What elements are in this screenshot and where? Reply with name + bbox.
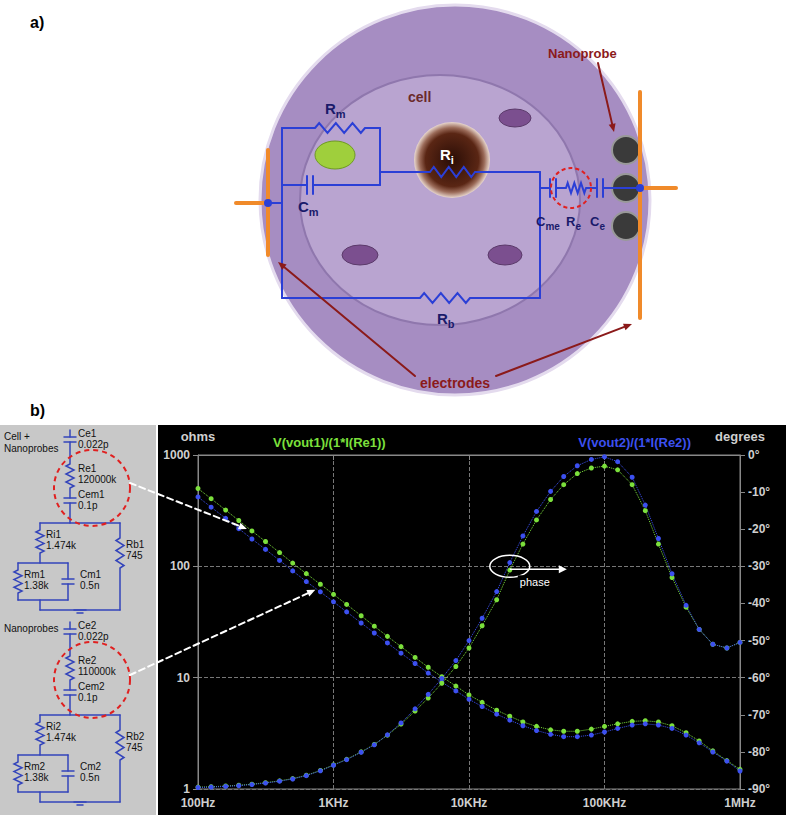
svg-text:-40°: -40° [748,596,770,610]
svg-text:10KHz: 10KHz [451,796,488,810]
svg-text:phase: phase [520,576,550,588]
svg-text:745: 745 [126,742,143,753]
svg-text:a): a) [30,14,44,31]
svg-text:1.38k: 1.38k [24,772,49,783]
svg-text:1: 1 [183,782,190,796]
svg-text:-80°: -80° [748,745,770,759]
svg-text:Nanoprobes: Nanoprobes [4,443,58,454]
svg-text:0.1p: 0.1p [78,500,98,511]
svg-text:Rb2: Rb2 [126,731,145,742]
svg-text:ohms: ohms [181,429,216,444]
svg-text:V(vout2)/(1*I(Re2)): V(vout2)/(1*I(Re2)) [578,435,691,450]
svg-text:Nanoprobes: Nanoprobes [4,623,58,634]
svg-text:Cell +: Cell + [4,431,30,442]
svg-text:Cm2: Cm2 [80,761,102,772]
svg-text:Ce: Ce [590,214,605,232]
svg-text:-20°: -20° [748,522,770,536]
svg-text:cell: cell [408,89,431,105]
svg-text:Re1: Re1 [78,463,97,474]
svg-text:0.022p: 0.022p [78,439,109,450]
svg-text:Nanoprobe: Nanoprobe [548,46,617,61]
svg-text:-10°: -10° [748,485,770,499]
svg-text:1.474k: 1.474k [46,540,77,551]
svg-text:0.5n: 0.5n [80,580,99,591]
svg-text:-60°: -60° [748,671,770,685]
svg-text:Cm1: Cm1 [80,569,102,580]
svg-text:V(vout1)/(1*I(Re1)): V(vout1)/(1*I(Re1)) [273,435,386,450]
svg-text:1.474k: 1.474k [46,732,77,743]
svg-text:Ri2: Ri2 [46,721,61,732]
svg-text:0.022p: 0.022p [78,631,109,642]
svg-text:Rm2: Rm2 [24,761,46,772]
svg-text:1KHz: 1KHz [318,796,348,810]
svg-text:110000k: 110000k [78,666,117,677]
svg-text:Re2: Re2 [78,655,97,666]
svg-text:Ce2: Ce2 [78,620,97,631]
svg-text:degrees: degrees [715,429,765,444]
svg-text:Rb: Rb [437,310,455,330]
svg-text:745: 745 [126,550,143,561]
svg-text:Cm: Cm [298,198,319,218]
svg-text:120000k: 120000k [78,474,117,485]
svg-text:100KHz: 100KHz [583,796,626,810]
svg-text:-50°: -50° [748,634,770,648]
svg-text:Rb1: Rb1 [126,539,145,550]
svg-text:-90°: -90° [748,782,770,796]
svg-text:100Hz: 100Hz [181,796,216,810]
svg-text:10: 10 [177,671,191,685]
svg-text:electrodes: electrodes [420,375,490,391]
svg-text:-70°: -70° [748,708,770,722]
svg-text:-30°: -30° [748,559,770,573]
svg-text:0°: 0° [748,448,760,462]
svg-text:Cem2: Cem2 [78,681,105,692]
svg-text:Ri: Ri [440,146,454,166]
svg-text:Cme: Cme [536,214,560,232]
svg-text:Rm: Rm [325,100,346,120]
svg-text:0.5n: 0.5n [80,772,99,783]
svg-text:100: 100 [170,559,190,573]
svg-text:Rm1: Rm1 [24,569,46,580]
svg-text:1.38k: 1.38k [24,580,49,591]
svg-text:1000: 1000 [163,448,190,462]
svg-text:Ri1: Ri1 [46,529,61,540]
svg-text:Re: Re [566,214,581,232]
svg-text:0.1p: 0.1p [78,692,98,703]
svg-text:Ce1: Ce1 [78,428,97,439]
svg-text:Cem1: Cem1 [78,489,105,500]
svg-text:b): b) [30,402,45,419]
svg-text:1MHz: 1MHz [724,796,755,810]
